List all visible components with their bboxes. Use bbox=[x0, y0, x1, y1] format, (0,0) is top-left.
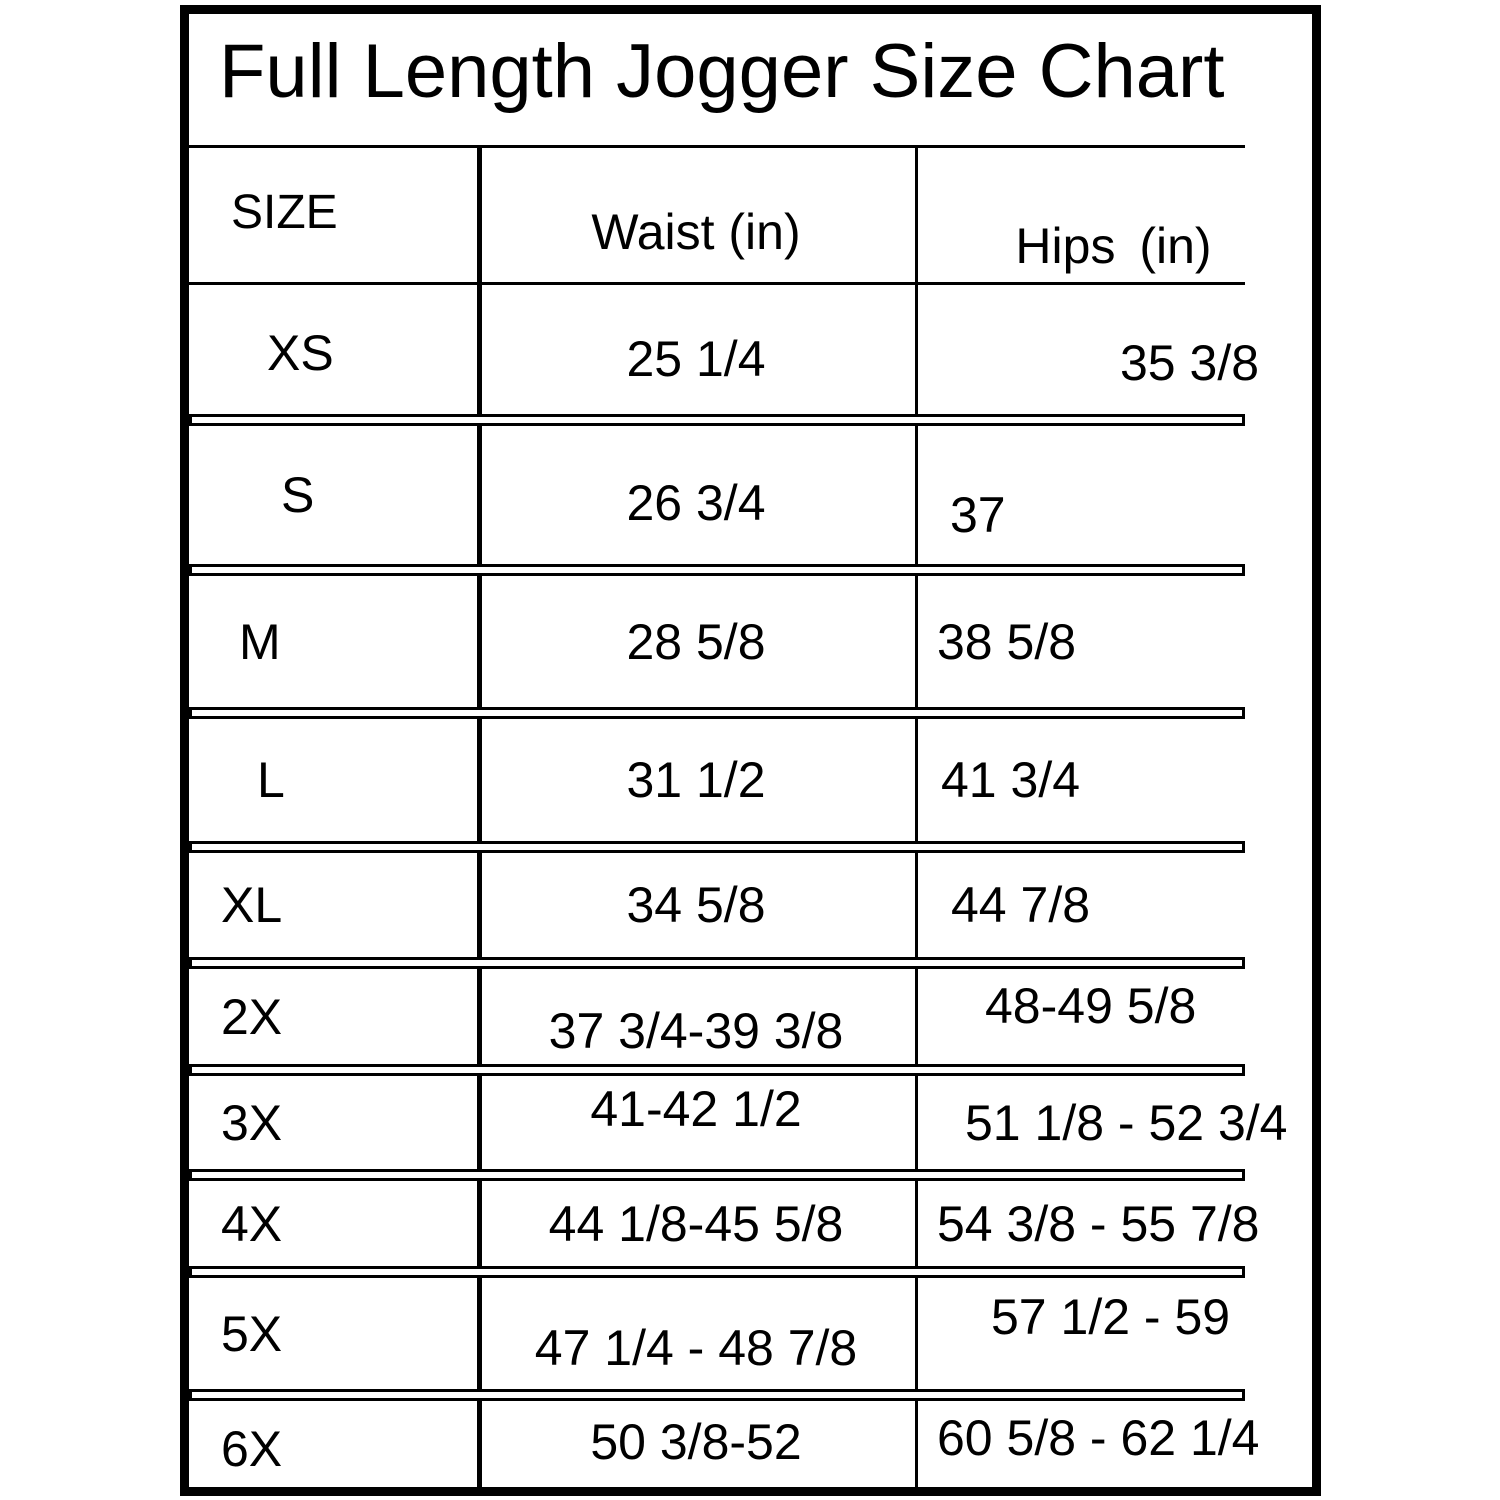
hips-cell: 35 3/8 bbox=[1120, 335, 1260, 391]
header-hips: Hips (in) bbox=[1015, 218, 1212, 274]
table-row: L 31 1/2 41 3/4 bbox=[189, 713, 1312, 847]
header-size: SIZE bbox=[231, 186, 338, 239]
hips-cell: 60 5/8 - 62 1/4 bbox=[937, 1410, 1260, 1466]
waist-cell: 31 1/2 bbox=[626, 752, 766, 808]
table-header-row: SIZE Waist (in) Hips (in) bbox=[189, 145, 1312, 285]
table-row: S 26 3/4 37 bbox=[189, 420, 1312, 570]
row-separator bbox=[189, 564, 1245, 576]
table-row: 5X 47 1/4 - 48 7/8 57 1/2 - 59 bbox=[189, 1272, 1312, 1395]
title-underline bbox=[189, 145, 1245, 148]
waist-cell: 26 3/4 bbox=[626, 475, 766, 531]
hips-cell: 54 3/8 - 55 7/8 bbox=[937, 1195, 1260, 1252]
waist-cell: 44 1/8-45 5/8 bbox=[548, 1195, 844, 1252]
size-cell: M bbox=[239, 613, 281, 670]
row-separator bbox=[189, 707, 1245, 719]
chart-title: Full Length Jogger Size Chart bbox=[219, 29, 1225, 114]
hips-cell: 41 3/4 bbox=[941, 752, 1081, 808]
waist-cell: 50 3/8-52 bbox=[590, 1414, 802, 1470]
hips-cell: 38 5/8 bbox=[937, 613, 1077, 670]
column-divider-waist-hips bbox=[915, 145, 918, 1487]
hips-cell: 48-49 5/8 bbox=[985, 978, 1197, 1034]
header-waist: Waist (in) bbox=[591, 204, 801, 260]
chart-frame: Full Length Jogger Size Chart SIZE Waist… bbox=[180, 5, 1321, 1496]
hips-cell: 51 1/8 - 52 3/4 bbox=[965, 1094, 1288, 1151]
size-cell: 3X bbox=[221, 1094, 283, 1151]
size-cell: 4X bbox=[221, 1195, 283, 1252]
size-cell: 5X bbox=[221, 1305, 283, 1362]
table-row: XS 25 1/4 35 3/8 bbox=[189, 285, 1312, 420]
chart-body: Full Length Jogger Size Chart SIZE Waist… bbox=[189, 14, 1312, 1487]
row-separator bbox=[189, 841, 1245, 853]
table-row: XL 34 5/8 44 7/8 bbox=[189, 847, 1312, 963]
row-separator bbox=[189, 957, 1245, 969]
size-cell: XL bbox=[221, 877, 283, 933]
waist-cell: 37 3/4-39 3/8 bbox=[548, 1003, 844, 1059]
column-divider-size-waist bbox=[477, 145, 482, 1487]
row-separator bbox=[189, 1064, 1245, 1076]
waist-cell: 47 1/4 - 48 7/8 bbox=[534, 1320, 858, 1376]
table-row: 2X 37 3/4-39 3/8 48-49 5/8 bbox=[189, 963, 1312, 1070]
size-cell: S bbox=[281, 467, 315, 523]
table-row: 3X 41-42 1/2 51 1/8 - 52 3/4 bbox=[189, 1070, 1312, 1175]
row-separator bbox=[189, 414, 1245, 426]
table-row: M 28 5/8 38 5/8 bbox=[189, 570, 1312, 713]
size-cell: 2X bbox=[221, 988, 283, 1045]
table-row: 4X 44 1/8-45 5/8 54 3/8 - 55 7/8 bbox=[189, 1175, 1312, 1272]
size-cell: 6X bbox=[221, 1421, 283, 1477]
table-row: 6X 50 3/8-52 60 5/8 - 62 1/4 bbox=[189, 1395, 1312, 1486]
row-separator bbox=[189, 1169, 1245, 1181]
row-separator bbox=[189, 1266, 1245, 1278]
hips-cell: 57 1/2 - 59 bbox=[991, 1289, 1231, 1345]
waist-cell: 25 1/4 bbox=[626, 331, 766, 387]
waist-cell: 41-42 1/2 bbox=[590, 1081, 802, 1137]
waist-cell: 28 5/8 bbox=[626, 613, 766, 670]
hips-cell: 44 7/8 bbox=[951, 877, 1091, 933]
size-cell: L bbox=[257, 752, 285, 808]
row-separator bbox=[189, 1389, 1245, 1401]
header-underline bbox=[189, 282, 1245, 285]
waist-cell: 34 5/8 bbox=[626, 877, 766, 933]
size-cell: XS bbox=[267, 324, 334, 381]
hips-cell: 37 bbox=[950, 487, 1006, 543]
